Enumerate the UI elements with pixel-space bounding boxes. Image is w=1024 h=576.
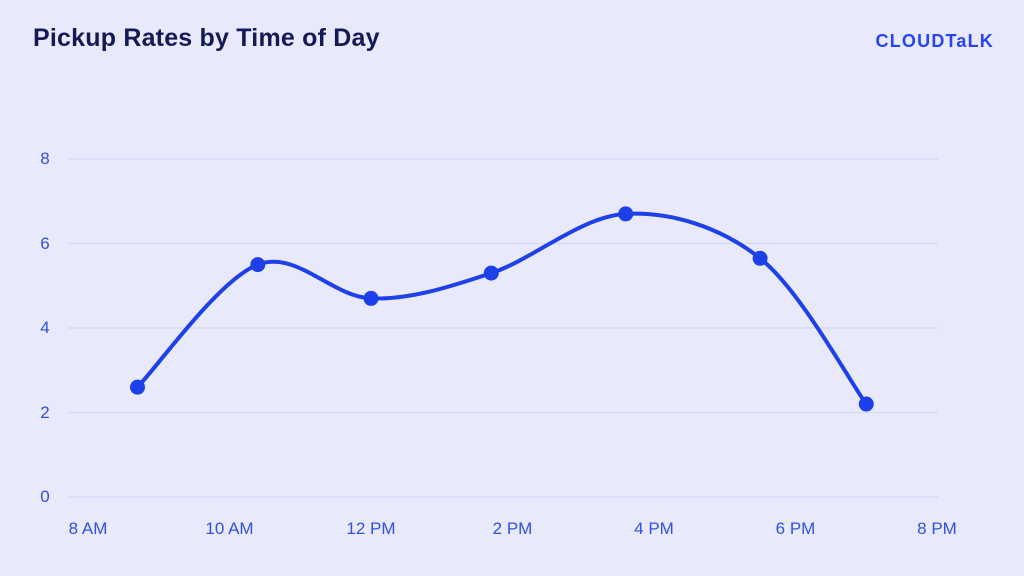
x-axis-tick-label: 12 PM <box>346 519 396 538</box>
x-axis-tick-label: 6 PM <box>775 519 816 538</box>
data-point <box>250 257 266 273</box>
y-axis-tick-label: 0 <box>40 487 50 506</box>
data-point <box>752 250 768 266</box>
data-point <box>483 265 499 281</box>
data-point <box>618 206 634 222</box>
data-point <box>363 290 379 306</box>
y-axis-tick-label: 4 <box>40 318 50 337</box>
data-point <box>858 396 874 412</box>
x-axis-tick-label: 4 PM <box>634 519 674 538</box>
x-axis-tick-label: 8 AM <box>68 519 108 538</box>
data-point <box>130 379 146 395</box>
y-axis-tick-label: 6 <box>40 233 50 253</box>
series-line <box>135 211 869 407</box>
y-axis-tick-label: 8 <box>40 149 50 168</box>
x-axis-tick-label: 10 AM <box>205 519 254 538</box>
page-title: Pickup Rates by Time of Day <box>33 24 380 52</box>
x-axis-tick-label: 8 PM <box>917 519 957 538</box>
x-axis-tick-label: 2 PM <box>492 519 533 538</box>
cloudtalk-logo: CLOUDTaLK <box>875 31 994 51</box>
y-axis-tick-label: 2 <box>40 402 50 422</box>
